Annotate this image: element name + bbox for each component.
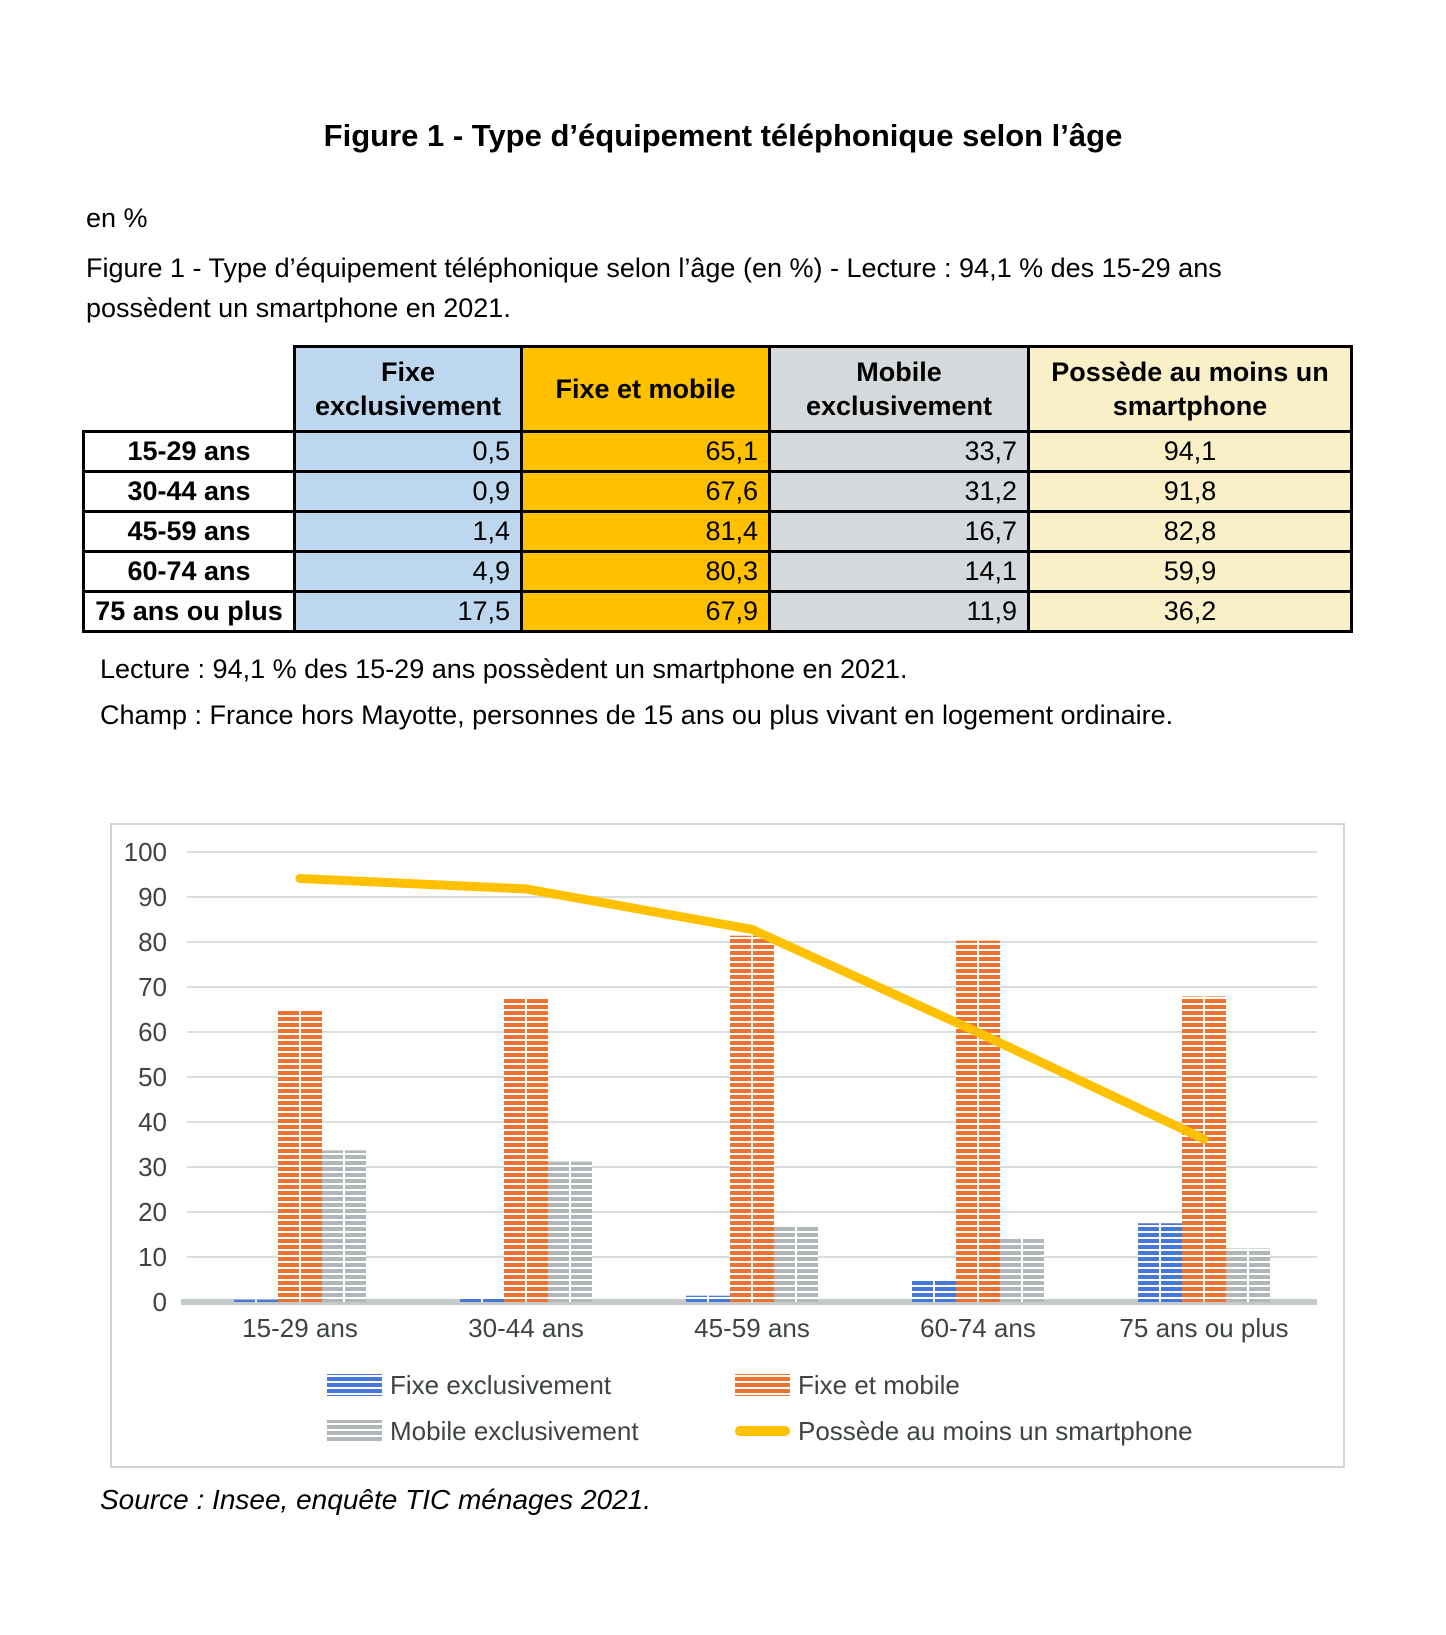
page-title: Figure 1 - Type d’équipement téléphoniqu…	[323, 118, 1123, 153]
chart-container: 0 10 20 30 40 50 60 70 80 90 100 15-29 ans 30-44 ans…	[110, 823, 1345, 1468]
svg-text:30-44 ans: 30-44 ans	[468, 1313, 584, 1343]
table-cell: 80,3	[520, 550, 771, 593]
table-row: 75 ans ou plus 17,5 67,9 11,9 36,2	[82, 590, 1353, 633]
table-row: 45-59 ans 1,4 81,4 16,7 82,8	[82, 510, 1353, 553]
svg-text:45-59 ans: 45-59 ans	[694, 1313, 810, 1343]
table-cell: 94,1	[1027, 430, 1353, 473]
data-table: Fixe exclusivement Fixe et mobile Mobile e…	[82, 345, 1353, 633]
bars	[234, 935, 1270, 1302]
table-header: Fixe exclusivement Fixe et mobile Mobile e…	[83, 345, 1353, 433]
svg-text:75 ans ou plus: 75 ans ou plus	[1119, 1313, 1288, 1343]
legend-swatch-icon	[327, 1420, 382, 1442]
legend-item: Fixe exclusivement	[327, 1370, 612, 1400]
svg-text:70: 70	[138, 972, 167, 1002]
table-row: 15-29 ans 0,5 65,1 33,7 94,1	[82, 430, 1353, 473]
table-notes: Lecture : 94,1 % des 15-29 ans possèdent…	[100, 646, 1173, 738]
table-cell: 81,4	[520, 510, 771, 553]
row-header: 15-29 ans	[82, 430, 296, 473]
table-cell: 17,5	[293, 590, 523, 633]
y-axis-labels: 0 10 20 30 40 50 60 70 80 90 100	[124, 837, 167, 1317]
intro-text: Figure 1 - Type d’équipement téléphoniqu…	[86, 253, 1222, 323]
svg-text:100: 100	[124, 837, 167, 867]
chart-svg: 0 10 20 30 40 50 60 70 80 90 100 15-29 ans 30-44 ans…	[124, 837, 1317, 1446]
table-cell: 91,8	[1027, 470, 1353, 513]
table-cell: 1,4	[293, 510, 523, 553]
legend-label: Possède au moins un smartphone	[798, 1416, 1193, 1446]
column-header: Fixe et mobile	[520, 345, 771, 433]
table-cell: 16,7	[768, 510, 1030, 553]
table-cell: 14,1	[768, 550, 1030, 593]
legend-line-icon	[735, 1426, 790, 1436]
svg-text:80: 80	[138, 927, 167, 957]
svg-text:60-74 ans: 60-74 ans	[920, 1313, 1036, 1343]
legend-swatch-icon	[735, 1374, 790, 1396]
table-cell: 67,9	[520, 590, 771, 633]
table-cell: 11,9	[768, 590, 1030, 633]
column-header: Fixe exclusivement	[293, 345, 523, 433]
table-cell: 36,2	[1027, 590, 1353, 633]
table-cell: 0,9	[293, 470, 523, 513]
legend-item: Possède au moins un smartphone	[735, 1416, 1193, 1446]
svg-text:15-29 ans: 15-29 ans	[242, 1313, 358, 1343]
svg-text:90: 90	[138, 882, 167, 912]
row-header: 75 ans ou plus	[82, 590, 296, 633]
table-cell: 67,6	[520, 470, 771, 513]
legend-label: Fixe exclusivement	[390, 1370, 612, 1400]
unit-label: en %	[86, 203, 148, 233]
table-cell: 31,2	[768, 470, 1030, 513]
svg-text:20: 20	[138, 1197, 167, 1227]
column-header: Possède au moins un smartphone	[1027, 345, 1353, 433]
legend-swatch-icon	[327, 1374, 382, 1396]
row-header: 30-44 ans	[82, 470, 296, 513]
table-cell: 4,9	[293, 550, 523, 593]
svg-text:50: 50	[138, 1062, 167, 1092]
row-header: 45-59 ans	[82, 510, 296, 553]
legend-item: Mobile exclusivement	[327, 1416, 639, 1446]
svg-text:60: 60	[138, 1017, 167, 1047]
note-lecture: Lecture : 94,1 % des 15-29 ans possèdent…	[100, 654, 908, 684]
column-header: Mobile exclusivement	[768, 345, 1030, 433]
table-corner-cell	[83, 346, 295, 432]
table-row: 30-44 ans 0,9 67,6 31,2 91,8	[82, 470, 1353, 513]
svg-text:10: 10	[138, 1242, 167, 1272]
x-axis-labels: 15-29 ans 30-44 ans 45-59 ans 60-74 ans 75 a…	[242, 1313, 1288, 1343]
svg-text:40: 40	[138, 1107, 167, 1137]
table-cell: 0,5	[293, 430, 523, 473]
table-body: 15-29 ans 0,5 65,1 33,7 94,1 30-44 ans 0,9 67,6…	[82, 430, 1353, 633]
legend-label: Fixe et mobile	[798, 1370, 960, 1400]
table-cell: 59,9	[1027, 550, 1353, 593]
source-note: Source : Insee, enquête TIC ménages 2021…	[100, 1484, 652, 1515]
table-cell: 65,1	[520, 430, 771, 473]
trend-line	[295, 874, 1209, 1144]
chart-legend: Fixe exclusivement Fixe et mobile Mobile e…	[327, 1370, 1193, 1446]
svg-text:0: 0	[153, 1287, 167, 1317]
legend-label: Mobile exclusivement	[390, 1416, 639, 1446]
row-header: 60-74 ans	[82, 550, 296, 593]
note-champ: Champ : France hors Mayotte, personnes d…	[100, 700, 1174, 730]
legend-item: Fixe et mobile	[735, 1370, 960, 1400]
table-row: 60-74 ans 4,9 80,3 14,1 59,9	[82, 550, 1353, 593]
svg-text:30: 30	[138, 1152, 167, 1182]
table-cell: 33,7	[768, 430, 1030, 473]
table-cell: 82,8	[1027, 510, 1353, 553]
